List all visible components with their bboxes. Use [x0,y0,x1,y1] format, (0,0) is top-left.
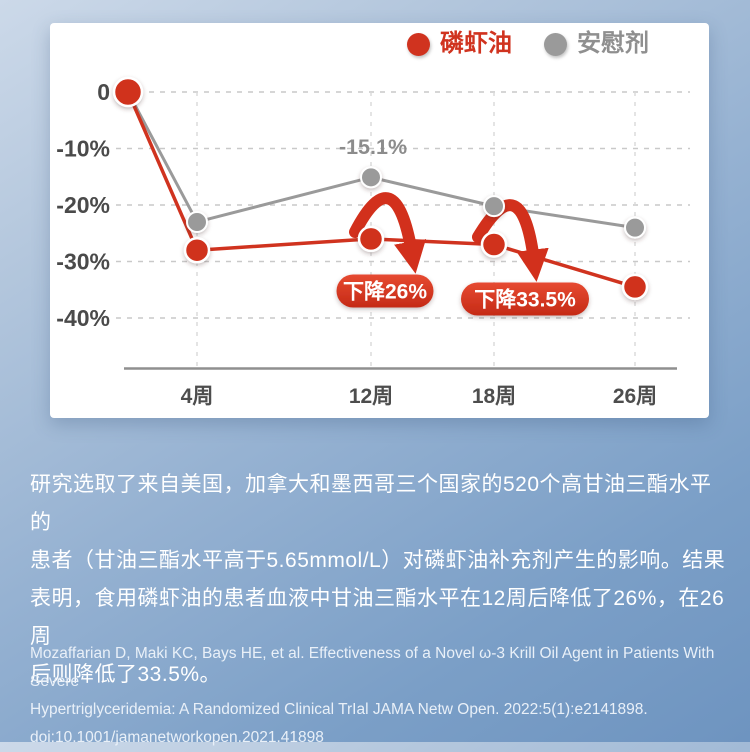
legend-item-krill-oil: 磷虾油 [407,32,512,56]
placebo-point [624,216,646,239]
placebo-point [483,195,505,218]
x-axis-tick-label: 4周 [181,385,214,408]
krill-oil-dot-icon [407,32,430,56]
svg-text:下降33.5%: 下降33.5% [474,288,576,312]
legend-label-placebo: 安慰剂 [577,30,649,57]
study-description: 研究选取了来自美国，加拿大和墨西哥三个国家的520个高甘油三酯水平的 患者（甘油… [30,473,726,686]
krill-oil-point [112,76,144,108]
placebo-point [360,166,382,189]
decline-arrow-18wk-icon [472,199,549,282]
y-axis-tick-label: -20% [56,192,110,218]
y-axis-tick-label: 0 [97,79,110,105]
triglyceride-line-chart: 0 -10% -20% -30% -40% 4周 12周 18周 26周 -15.1% 下降26% 下… [56,76,690,408]
y-axis-tick-label: -40% [56,305,110,331]
citation-text: Mozaffarian D, Maki KC, Bays HE, et al. … [30,645,715,746]
krill-oil-point [621,273,649,301]
placebo-12wk-value-label: -15.1% [339,135,407,159]
x-axis-tick-label: 26周 [613,385,657,408]
decline-badge-12wk: 下降26% [336,274,434,308]
placebo-point [186,210,208,233]
krill-oil-point [480,231,508,258]
decline-badge-18wk: 下降33.5% [461,282,589,316]
placebo-line [126,90,637,230]
y-axis-tick-label: -30% [56,249,110,275]
x-axis-tick-label: 12周 [349,385,393,408]
placebo-dot-icon [544,32,567,56]
chart-legend: 磷虾油 安慰剂 [50,32,709,56]
legend-label-krill-oil: 磷虾油 [440,30,512,57]
x-axis-tick-label: 18周 [472,385,516,408]
krill-oil-point [183,236,211,264]
y-axis-tick-label: -10% [56,136,110,162]
decline-arrow-12wk-icon [349,192,427,274]
chart-card: 磷虾油 安慰剂 0 -10% -20% -30% -40% 4周 12周 18周 26周 -15.… [50,23,709,418]
legend-item-placebo: 安慰剂 [544,32,649,56]
krill-oil-point [357,225,385,253]
svg-text:下降26%: 下降26% [343,280,427,304]
